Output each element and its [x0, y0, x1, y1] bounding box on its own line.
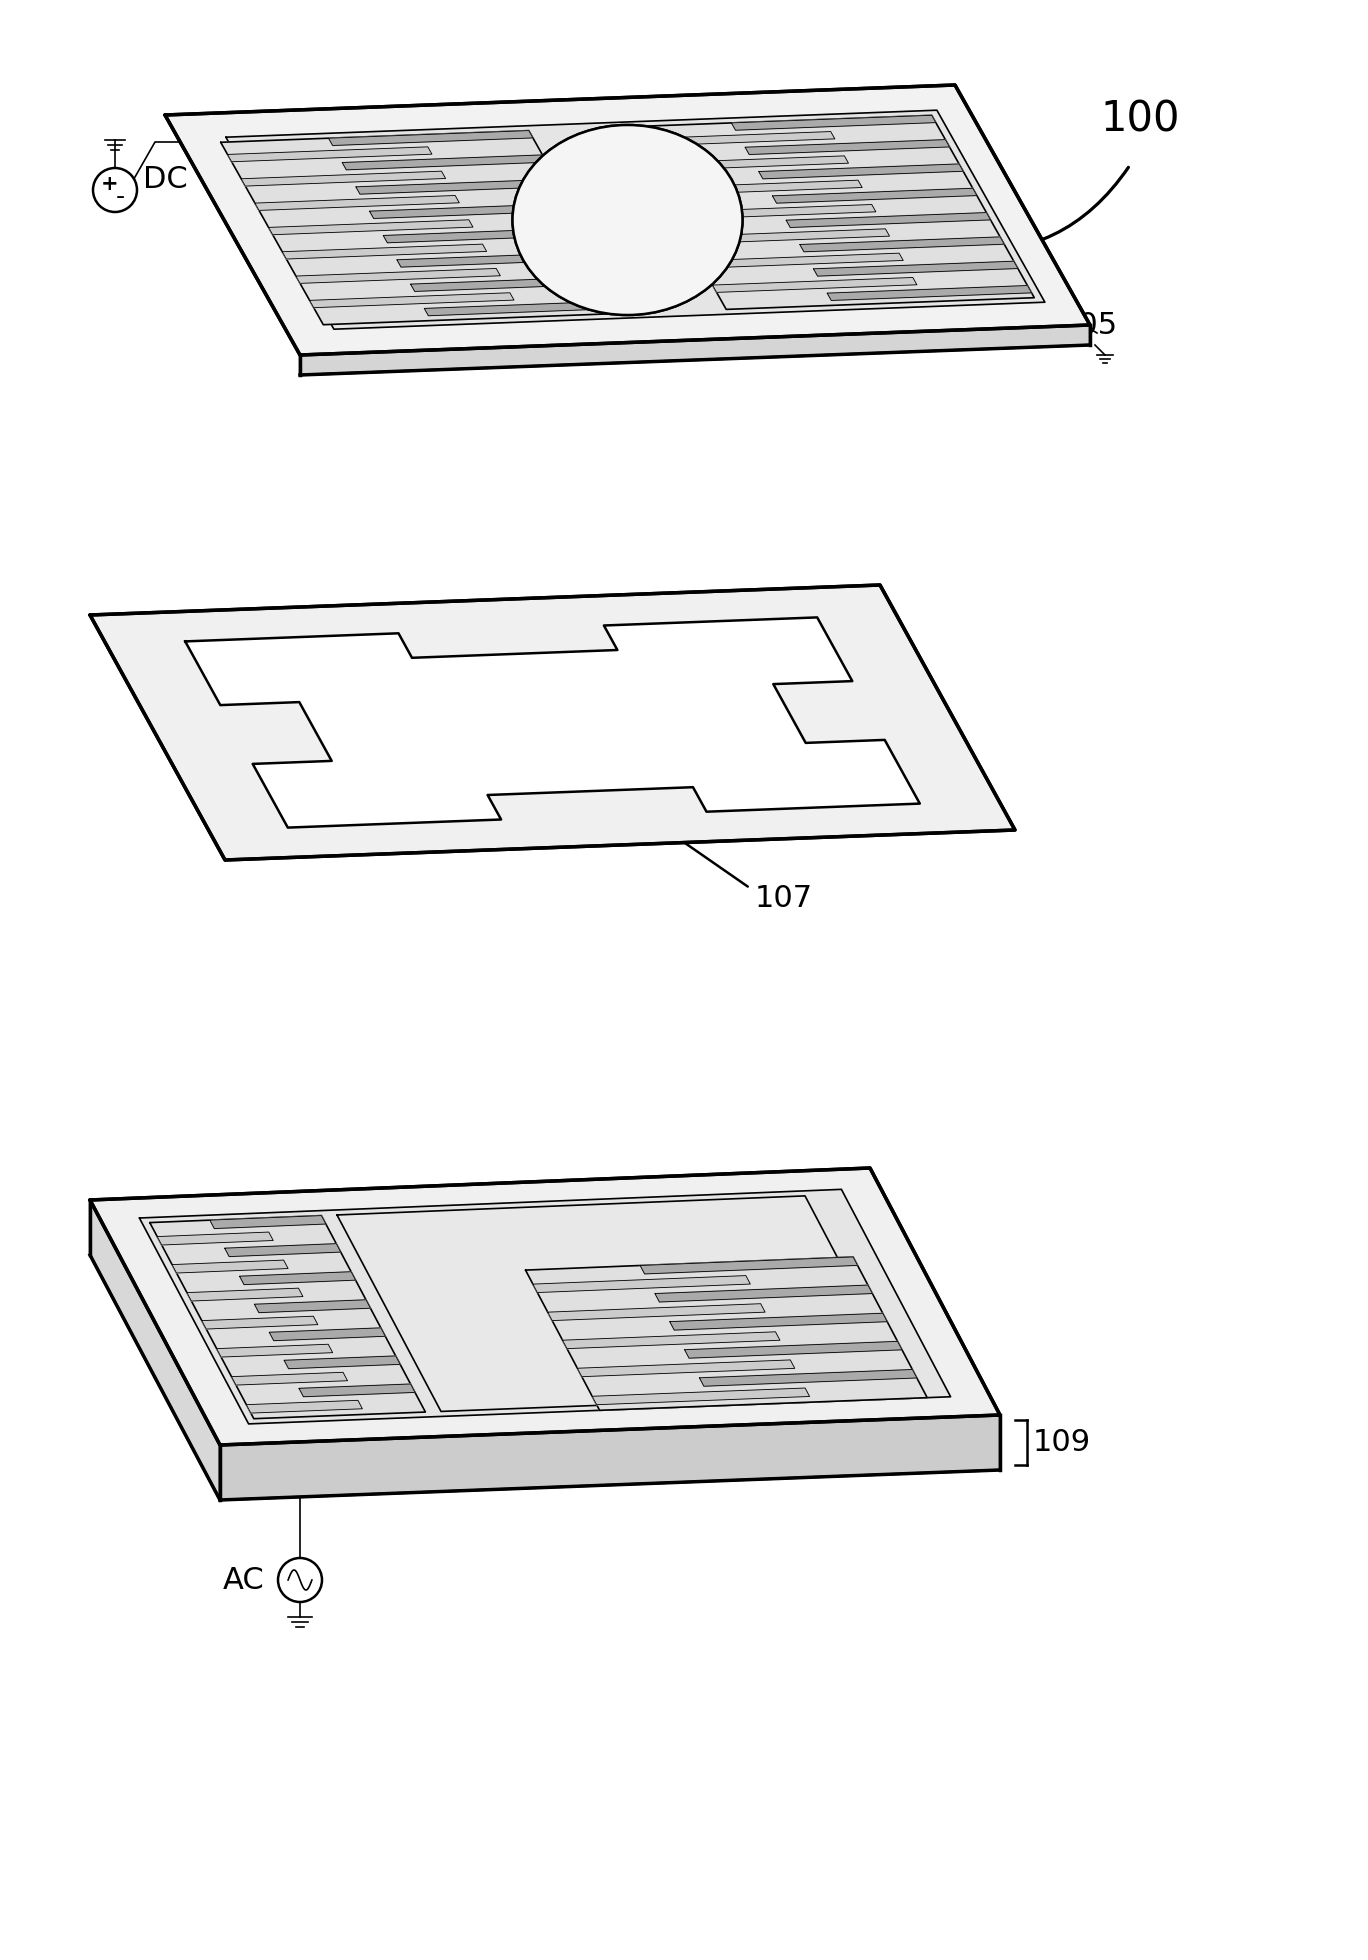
Text: 105: 105: [1060, 310, 1118, 339]
Polygon shape: [699, 253, 903, 269]
Polygon shape: [732, 116, 936, 129]
Polygon shape: [187, 1288, 302, 1301]
Polygon shape: [592, 1388, 810, 1405]
Polygon shape: [397, 253, 602, 267]
Polygon shape: [337, 1196, 908, 1411]
Text: -: -: [115, 184, 124, 210]
Polygon shape: [525, 1256, 928, 1411]
FancyArrowPatch shape: [956, 167, 1129, 257]
Polygon shape: [672, 204, 876, 220]
Circle shape: [278, 1558, 321, 1601]
Text: 100: 100: [1100, 100, 1179, 141]
Polygon shape: [576, 214, 607, 229]
Polygon shape: [647, 212, 679, 225]
Polygon shape: [746, 139, 949, 155]
FancyArrowPatch shape: [648, 817, 748, 886]
Polygon shape: [699, 1370, 917, 1386]
Polygon shape: [369, 204, 575, 218]
Polygon shape: [644, 157, 848, 171]
Polygon shape: [282, 245, 487, 259]
Polygon shape: [150, 1215, 425, 1419]
Text: 109: 109: [1033, 1429, 1092, 1456]
Polygon shape: [534, 1276, 750, 1292]
Text: AC: AC: [223, 1566, 265, 1595]
Polygon shape: [640, 1256, 858, 1274]
Polygon shape: [684, 1341, 902, 1358]
Polygon shape: [814, 261, 1018, 276]
Polygon shape: [209, 1215, 326, 1229]
Polygon shape: [227, 147, 432, 163]
Polygon shape: [239, 1272, 356, 1284]
Polygon shape: [140, 1190, 951, 1423]
Polygon shape: [231, 1372, 347, 1386]
Ellipse shape: [513, 125, 743, 316]
Polygon shape: [185, 617, 919, 827]
Polygon shape: [166, 84, 1090, 355]
Polygon shape: [90, 1168, 1000, 1445]
Polygon shape: [90, 1200, 220, 1499]
Polygon shape: [562, 1333, 780, 1348]
Polygon shape: [300, 1384, 415, 1397]
Polygon shape: [220, 131, 632, 325]
Polygon shape: [356, 178, 561, 194]
Polygon shape: [172, 1260, 289, 1272]
Polygon shape: [241, 171, 446, 186]
Text: 107: 107: [755, 884, 813, 913]
Polygon shape: [254, 196, 460, 210]
Polygon shape: [773, 188, 977, 204]
Polygon shape: [787, 212, 990, 227]
Polygon shape: [576, 212, 679, 229]
Polygon shape: [670, 1313, 888, 1331]
Polygon shape: [577, 1360, 795, 1376]
Polygon shape: [624, 116, 1034, 310]
Polygon shape: [328, 131, 534, 145]
Polygon shape: [410, 276, 616, 292]
Polygon shape: [546, 159, 709, 282]
Ellipse shape: [513, 125, 743, 316]
Polygon shape: [246, 1399, 363, 1413]
Text: DC: DC: [144, 165, 187, 194]
Polygon shape: [685, 229, 889, 243]
Polygon shape: [226, 110, 1045, 329]
Polygon shape: [224, 1245, 341, 1256]
Polygon shape: [383, 227, 588, 243]
Text: +: +: [101, 174, 119, 194]
Polygon shape: [713, 278, 917, 292]
Polygon shape: [295, 269, 501, 284]
Polygon shape: [309, 292, 514, 308]
Polygon shape: [631, 131, 834, 147]
Polygon shape: [547, 1303, 765, 1321]
Polygon shape: [269, 1327, 386, 1341]
Polygon shape: [157, 1233, 274, 1245]
Polygon shape: [342, 155, 547, 171]
Polygon shape: [655, 1286, 873, 1301]
Polygon shape: [800, 237, 1004, 251]
Polygon shape: [828, 286, 1031, 300]
Polygon shape: [285, 1356, 401, 1368]
Circle shape: [93, 169, 137, 212]
Polygon shape: [202, 1317, 317, 1329]
Polygon shape: [300, 325, 1090, 374]
Polygon shape: [424, 300, 629, 316]
Polygon shape: [268, 220, 473, 235]
Polygon shape: [90, 584, 1015, 860]
Polygon shape: [216, 1345, 332, 1356]
Polygon shape: [254, 1299, 371, 1313]
Polygon shape: [759, 165, 963, 178]
Polygon shape: [658, 180, 862, 196]
Polygon shape: [220, 1415, 1000, 1499]
